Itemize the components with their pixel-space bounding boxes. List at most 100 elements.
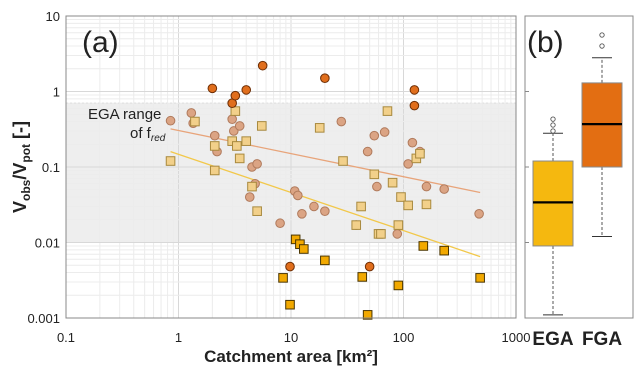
data-point-square [475, 273, 485, 283]
outlier-point [599, 32, 605, 38]
y-axis-title-sub-obs: obs [19, 179, 33, 201]
outlier-point [550, 122, 556, 128]
x-tick-label: 0.1 [57, 330, 75, 345]
data-point-circle [230, 90, 241, 101]
data-point-square [314, 123, 325, 133]
panel-a-scatter-plot: 0.1 1 10 100 1000 0.001 0.01 0.1 1 10 (a) EGA ra… [10, 9, 530, 366]
data-point-circle [409, 85, 420, 95]
trendline-1 [170, 128, 481, 194]
x-tick-labels: 0.1 1 10 100 1000 [57, 330, 531, 345]
outlier-point [599, 43, 605, 49]
data-point-square [241, 136, 252, 146]
y-tick-label: 0.1 [42, 160, 60, 175]
ega-range-label-f: of fred [130, 125, 166, 144]
data-point-circle [244, 192, 255, 202]
y-tick-label: 1 [53, 85, 60, 100]
data-point-circle [421, 181, 432, 192]
data-point-square [299, 244, 309, 254]
outlier-point [550, 128, 556, 134]
data-point-square [356, 201, 366, 212]
data-point-circle [257, 60, 268, 71]
x-tick-label: 1 [175, 330, 182, 345]
data-points [165, 60, 485, 320]
data-point-square [285, 299, 295, 310]
y-tick-labels: 0.001 0.01 0.1 1 10 [27, 9, 60, 326]
trendlines [170, 128, 481, 258]
data-point-circle [379, 127, 390, 137]
x-tick-label: 10 [284, 330, 298, 345]
data-point-square [209, 141, 220, 151]
data-point-square [278, 273, 288, 283]
data-point-square [421, 199, 432, 210]
data-point-square [393, 280, 404, 291]
y-tick-label: 0.001 [27, 311, 60, 326]
data-point-circle [320, 206, 330, 216]
data-point-square [415, 148, 425, 159]
data-point-circle [403, 159, 413, 169]
data-point-circle [165, 115, 176, 126]
data-point-square [190, 116, 200, 127]
data-point-square [320, 255, 330, 266]
y-axis-title-v: V [10, 201, 30, 213]
outlier-point [550, 116, 556, 122]
data-point-square [256, 121, 267, 131]
box-ega [532, 160, 574, 247]
data-point-square [357, 272, 368, 282]
x-tick-label: 100 [393, 330, 415, 345]
data-point-circle [407, 137, 418, 148]
data-point-circle [392, 229, 403, 239]
panel-label-b: (b) [527, 26, 564, 59]
panel-label-a: (a) [82, 26, 119, 59]
data-point-square [232, 141, 242, 151]
data-point-circle [362, 146, 373, 157]
data-point-square [403, 200, 413, 211]
data-point-circle [409, 100, 420, 111]
category-label-ega: EGA [532, 329, 573, 350]
ega-range-label: EGA range [88, 106, 161, 123]
data-point-square [351, 220, 362, 230]
data-point-square [252, 206, 262, 216]
data-point-circle [186, 108, 197, 118]
panel-b-box-plot: (b) EGA FGA [524, 15, 634, 350]
ega-range-label-subscript: red [151, 133, 166, 144]
y-tick-label: 0.01 [35, 236, 60, 251]
y-axis-title: Vobs/Vpot [-] [10, 121, 33, 213]
plot-frame-a [65, 15, 517, 319]
data-point-square [382, 106, 393, 116]
ega-range-label-of-f: of f [130, 125, 152, 142]
y-axis-title-unit: [-] [10, 121, 30, 144]
data-point-circle [209, 130, 220, 141]
data-point-circle [439, 184, 449, 194]
y-axis-title-sub-pot: pot [19, 144, 33, 163]
data-point-square [369, 169, 380, 180]
y-tick-label: 10 [46, 9, 60, 24]
trendline-2 [170, 150, 481, 258]
data-point-circle [234, 121, 245, 131]
data-point-square [362, 310, 373, 320]
data-point-square [247, 181, 257, 192]
data-point-circle [275, 218, 285, 229]
category-label-fga: FGA [582, 329, 622, 350]
data-point-square [230, 106, 241, 116]
data-point-square [439, 245, 449, 256]
data-point-square [165, 156, 176, 166]
data-point-circle [474, 208, 484, 219]
data-point-square [393, 220, 404, 230]
data-point-circle [252, 159, 262, 169]
data-point-circle [369, 130, 380, 141]
data-point-circle [241, 85, 252, 95]
data-point-circle [364, 261, 375, 272]
data-point-square [418, 241, 429, 251]
data-point-circle [227, 114, 237, 124]
y-axis-title-slash-v: /V [10, 163, 30, 180]
data-point-circle [297, 208, 307, 219]
x-axis-title: Catchment area [km²] [204, 347, 378, 366]
data-point-square [387, 177, 398, 188]
x-tick-label: 1000 [502, 330, 531, 345]
data-point-circle [207, 83, 218, 94]
boxes [532, 32, 623, 316]
data-point-circle [293, 190, 303, 201]
data-point-circle [309, 201, 319, 212]
data-point-square [234, 153, 245, 164]
